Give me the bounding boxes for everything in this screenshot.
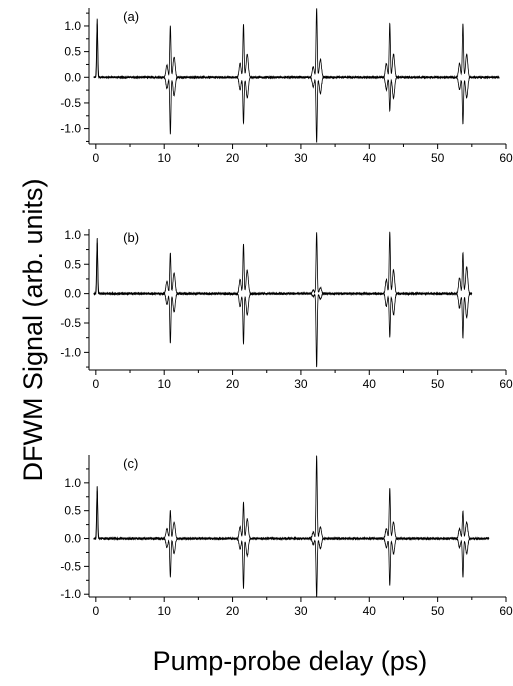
x-tick-label: 60 — [499, 377, 513, 391]
x-tick-label: 60 — [499, 151, 513, 165]
x-tick-label: 30 — [294, 151, 308, 165]
panel-label: (a) — [123, 9, 139, 24]
y-tick-label: 0.0 — [64, 532, 81, 546]
y-tick-label: 1.0 — [64, 19, 81, 33]
x-tick-label: 30 — [294, 377, 308, 391]
signal-trace-lower — [93, 242, 473, 368]
x-tick-label: 0 — [92, 377, 99, 391]
signal-trace-lower — [93, 23, 500, 143]
signal-trace-upper — [93, 8, 500, 80]
y-tick-label: 1.0 — [64, 476, 81, 490]
x-tick-label: 0 — [92, 604, 99, 618]
x-tick-label: 10 — [158, 604, 172, 618]
y-tick-label: -1.0 — [60, 587, 81, 601]
signal-trace-upper — [93, 231, 473, 297]
x-tick-label: 40 — [363, 604, 377, 618]
y-tick-label: 1.0 — [64, 228, 81, 242]
x-tick-label: 30 — [294, 604, 308, 618]
y-tick-label: -0.5 — [60, 316, 81, 330]
x-tick-label: 40 — [363, 151, 377, 165]
y-tick-label: 0.5 — [64, 257, 81, 271]
x-tick-label: 0 — [92, 151, 99, 165]
panel-a: -1.0 -0.5 0.0 0.5 1.0 0 10 20 30 40 50 60 (a) — [60, 8, 513, 165]
x-tick-label: 20 — [226, 604, 240, 618]
x-axis-label: Pump-probe delay (ps) — [153, 646, 428, 676]
x-tick-label: 20 — [226, 151, 240, 165]
signal-trace-lower — [93, 490, 490, 598]
x-tick-label: 50 — [431, 151, 445, 165]
x-tick-label: 10 — [158, 377, 172, 391]
panel-label: (c) — [123, 456, 138, 471]
panel-c: -1.0 -0.5 0.0 0.5 1.0 0 10 20 30 40 50 60 (c) — [60, 455, 513, 618]
panel-b: -1.0 -0.5 0.0 0.5 1.0 0 10 20 30 40 50 60 (b) — [60, 228, 513, 391]
y-tick-label: 0.5 — [64, 504, 81, 518]
y-axis-label: DFWM Signal (arb. units) — [18, 178, 48, 481]
y-tick-label: 0.5 — [64, 45, 81, 59]
x-tick-label: 50 — [431, 377, 445, 391]
x-tick-label: 40 — [363, 377, 377, 391]
x-tick-label: 50 — [431, 604, 445, 618]
x-tick-label: 60 — [499, 604, 513, 618]
panels-group: -1.0 -0.5 0.0 0.5 1.0 0 10 20 30 40 50 60 (a) -1.0 -0.… — [60, 8, 513, 618]
y-tick-label: -1.0 — [60, 345, 81, 359]
x-tick-label: 20 — [226, 377, 240, 391]
y-tick-label: -0.5 — [60, 96, 81, 110]
x-tick-label: 10 — [158, 151, 172, 165]
y-tick-label: -0.5 — [60, 559, 81, 573]
panel-label: (b) — [123, 230, 139, 245]
signal-trace-upper — [93, 455, 490, 541]
y-tick-label: 0.0 — [64, 287, 81, 301]
y-tick-label: -1.0 — [60, 122, 81, 136]
y-tick-label: 0.0 — [64, 70, 81, 84]
